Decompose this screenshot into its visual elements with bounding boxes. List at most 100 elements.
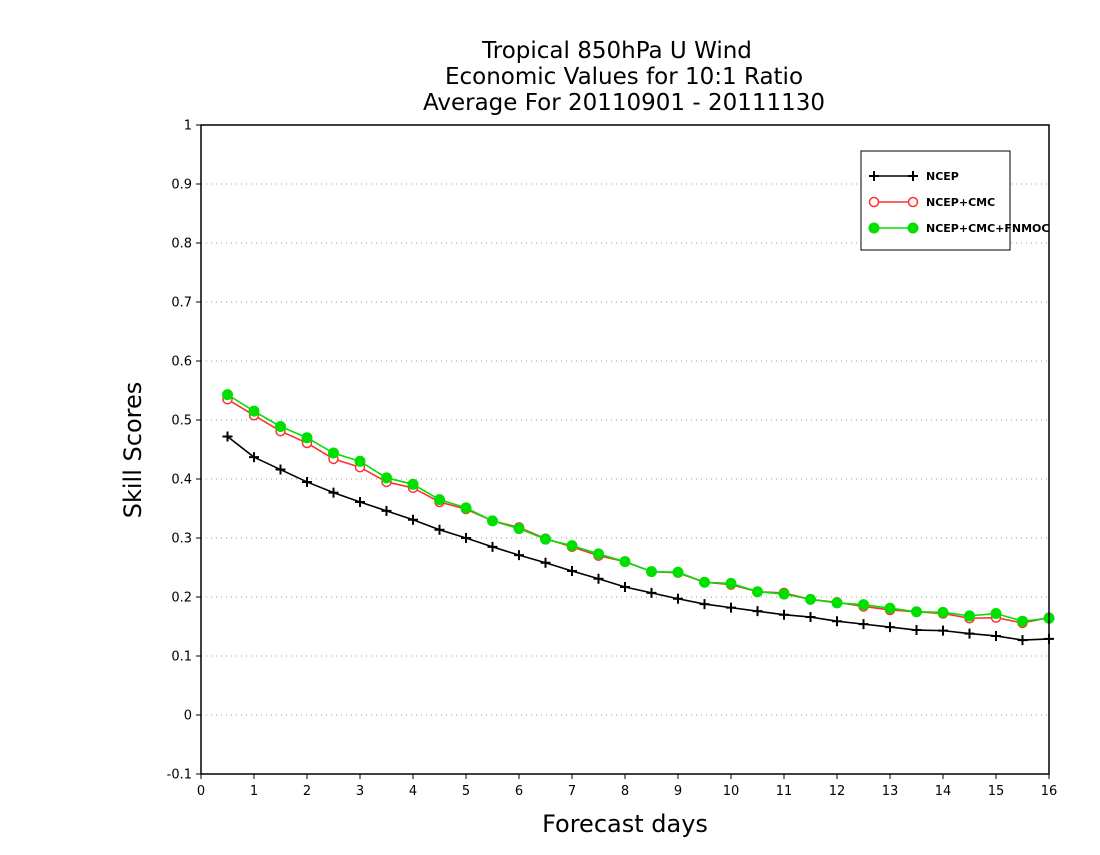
data-point-marker <box>908 171 918 181</box>
data-point-marker <box>752 586 763 598</box>
data-point-marker <box>540 557 551 568</box>
data-point-marker <box>248 405 260 417</box>
data-point-marker <box>831 597 843 609</box>
data-point-marker <box>381 505 392 516</box>
data-point-marker <box>805 593 816 605</box>
data-point-marker <box>566 540 578 552</box>
data-point-marker <box>275 464 286 475</box>
data-point-marker <box>355 497 365 508</box>
data-point-marker <box>487 541 498 552</box>
x-tick-label: 13 <box>882 784 899 799</box>
data-point-marker <box>593 573 604 584</box>
y-tick-label: 0.7 <box>171 296 192 311</box>
data-point-marker <box>991 630 1001 641</box>
y-tick-label: 0.3 <box>171 532 192 547</box>
data-point-marker <box>275 420 286 432</box>
data-point-marker <box>964 628 975 639</box>
x-tick-label: 15 <box>988 784 1005 799</box>
data-point-marker <box>699 599 710 610</box>
data-point-marker <box>868 222 880 234</box>
y-tick-label: 0 <box>184 709 192 724</box>
series-ncep <box>222 431 1054 646</box>
x-tick-label: 8 <box>621 784 629 799</box>
data-point-marker <box>885 622 895 633</box>
x-axis-ticks: 0 1 2 3 4 5 6 7 8 9 10 11 12 13 14 15 16 <box>197 774 1057 799</box>
y-tick-label: 0.1 <box>171 650 192 665</box>
data-point-marker <box>752 606 763 617</box>
data-point-marker <box>858 619 869 630</box>
data-point-marker <box>725 577 737 589</box>
data-point-marker <box>1017 615 1028 627</box>
data-point-marker <box>354 455 366 467</box>
series-ncep-cmc-fnmoc <box>222 389 1055 627</box>
x-tick-label: 12 <box>829 784 846 799</box>
data-point-marker <box>328 447 339 459</box>
x-tick-label: 1 <box>250 784 258 799</box>
y-tick-label: 0.5 <box>171 414 192 429</box>
data-point-marker <box>832 616 842 627</box>
series-line <box>227 393 1050 623</box>
x-tick-label: 16 <box>1041 784 1058 799</box>
title-line-2: Economic Values for 10:1 Ratio <box>445 64 803 90</box>
x-axis-title: Forecast days <box>542 810 708 838</box>
x-tick-label: 9 <box>674 784 682 799</box>
data-point-marker <box>805 612 816 623</box>
data-point-marker <box>726 602 736 613</box>
data-point-marker <box>328 487 339 498</box>
x-tick-label: 7 <box>568 784 576 799</box>
data-point-marker <box>408 514 418 525</box>
title-line-3: Average For 20110901 - 20111130 <box>423 90 825 116</box>
data-point-marker <box>619 556 631 568</box>
x-tick-label: 3 <box>356 784 364 799</box>
data-point-marker <box>514 550 524 561</box>
legend: NCEP NCEP+CMC NCEP+CMC+FNMOC <box>860 150 1049 251</box>
y-tick-label: -0.1 <box>167 768 192 783</box>
data-point-marker <box>964 610 975 622</box>
data-point-marker <box>672 566 684 578</box>
y-tick-label: 1 <box>184 119 192 134</box>
legend-label: NCEP+CMC <box>926 196 995 209</box>
y-tick-label: 0.6 <box>171 355 192 370</box>
data-point-marker <box>249 452 259 463</box>
data-point-marker <box>937 606 949 618</box>
data-point-marker <box>434 524 445 535</box>
legend-item: NCEP+CMC <box>868 196 995 209</box>
data-point-marker <box>673 593 683 604</box>
data-point-marker <box>907 222 919 234</box>
data-point-marker <box>434 494 445 506</box>
x-tick-label: 10 <box>723 784 740 799</box>
series-line <box>227 435 1050 641</box>
data-point-marker <box>301 432 313 444</box>
data-point-marker <box>593 548 604 560</box>
data-point-marker <box>907 196 919 208</box>
y-tick-label: 0.8 <box>171 237 192 252</box>
legend-item: NCEP <box>869 170 959 183</box>
title-line-1: Tropical 850hPa U Wind <box>481 38 752 64</box>
series-ncep-cmc <box>222 394 1055 629</box>
x-tick-label: 11 <box>776 784 793 799</box>
data-point-marker <box>540 533 551 545</box>
data-point-marker <box>222 389 233 401</box>
data-point-marker <box>869 171 879 181</box>
data-point-marker <box>646 587 657 598</box>
data-point-marker <box>699 576 710 588</box>
data-point-marker <box>778 588 790 600</box>
x-tick-label: 14 <box>935 784 952 799</box>
data-point-marker <box>938 625 948 636</box>
data-point-marker <box>460 502 472 514</box>
x-tick-label: 6 <box>515 784 523 799</box>
data-point-marker <box>620 581 630 592</box>
y-tick-label: 0.2 <box>171 591 192 606</box>
data-point-marker <box>868 196 880 208</box>
y-tick-label: 0.9 <box>171 178 192 193</box>
data-point-marker <box>567 566 577 577</box>
legend-item: NCEP+CMC+FNMOC <box>868 222 1049 235</box>
data-series <box>222 389 1055 646</box>
data-point-marker <box>990 608 1002 620</box>
legend-box <box>860 150 1011 251</box>
y-axis-ticks: -0.1 0 0.1 0.2 0.3 0.4 0.5 0.6 0.7 0.8 0.9 1 <box>167 119 201 783</box>
data-point-marker <box>461 533 471 543</box>
x-tick-label: 5 <box>462 784 470 799</box>
data-point-marker <box>407 478 419 490</box>
